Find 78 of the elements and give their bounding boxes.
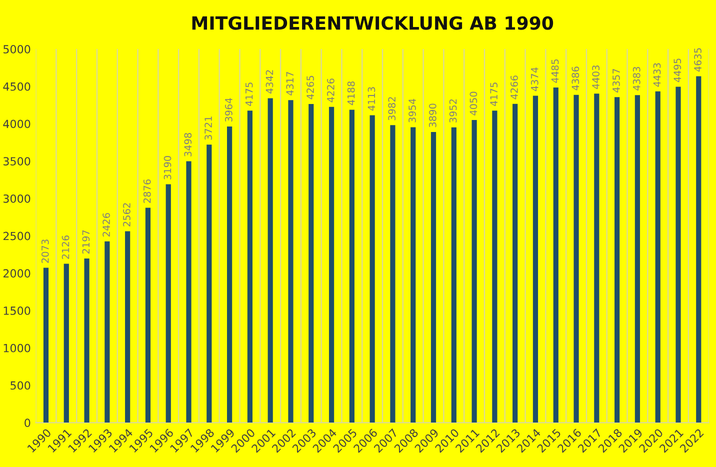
bar	[574, 94, 579, 423]
data-label: 4386	[572, 66, 580, 90]
bar	[349, 110, 354, 423]
bar	[186, 161, 192, 423]
bar	[84, 258, 90, 423]
bar	[370, 115, 375, 423]
y-tick-label: 2500	[3, 232, 30, 240]
bar	[64, 264, 69, 423]
y-tick-label: 3000	[4, 194, 30, 203]
data-label: 4374	[530, 67, 538, 92]
bar	[268, 98, 273, 423]
bar	[634, 95, 640, 423]
data-label: 4342	[266, 70, 274, 94]
bar	[410, 127, 416, 423]
data-label: 4433	[653, 63, 661, 87]
y-tick-label: 5000	[4, 45, 30, 54]
data-label: 2876	[143, 179, 151, 203]
data-label: 2073	[41, 240, 49, 263]
data-label: 4188	[347, 81, 355, 106]
bar	[390, 125, 396, 423]
data-label: 4265	[306, 76, 314, 100]
data-label: 3982	[388, 97, 396, 120]
y-tick-label: 3500	[4, 157, 30, 166]
bar	[166, 184, 171, 423]
data-label: 4317	[286, 72, 294, 96]
data-label: 4113	[368, 87, 376, 111]
data-label: 3721	[204, 116, 212, 140]
y-tick-label: 1500	[4, 306, 30, 315]
data-label: 2126	[62, 235, 70, 259]
bar	[206, 144, 212, 423]
data-label: 3964	[225, 98, 232, 122]
data-label: 3498	[184, 133, 192, 156]
bar	[472, 120, 477, 423]
data-label: 4266	[510, 76, 518, 100]
bar	[227, 126, 232, 423]
data-label: 4175	[490, 82, 498, 106]
y-tick-label: 2000	[3, 269, 30, 278]
data-label: 4485	[551, 59, 559, 83]
bar	[43, 268, 49, 423]
bar	[125, 231, 130, 423]
chart-title: MITGLIEDERENTWICKLUNG AB 1990	[192, 16, 554, 30]
y-tick-label: 4500	[3, 82, 30, 91]
bar	[676, 86, 681, 423]
data-label: 4403	[592, 66, 600, 89]
bar	[328, 106, 334, 423]
bar	[247, 110, 252, 423]
data-label: 4175	[246, 82, 253, 106]
data-label: 3190	[164, 156, 172, 180]
bar	[512, 104, 518, 423]
data-label: 4050	[470, 92, 478, 116]
bar	[532, 96, 538, 423]
bar	[288, 100, 294, 423]
data-label: 2562	[123, 203, 130, 226]
bar	[451, 127, 456, 423]
bar	[614, 97, 620, 423]
data-label: 3952	[449, 99, 457, 122]
data-label: 4635	[694, 48, 702, 72]
y-tick-label: 1000	[4, 344, 30, 352]
data-label: 4383	[632, 67, 640, 90]
bar	[492, 110, 498, 423]
bar	[553, 88, 558, 423]
data-label: 4357	[612, 69, 620, 92]
data-label: 4495	[674, 58, 682, 82]
y-tick-label: 0	[24, 418, 30, 428]
data-label: 2197	[82, 230, 90, 254]
data-label: 4226	[326, 78, 334, 102]
bar	[145, 208, 151, 423]
y-tick-label: 4000	[3, 120, 30, 128]
data-label: 2426	[102, 213, 110, 236]
bar	[696, 76, 702, 423]
data-label: 3954	[408, 98, 416, 122]
bar	[594, 94, 600, 423]
bar	[430, 132, 436, 423]
y-tick-label: 500	[10, 381, 30, 390]
bar	[104, 241, 110, 423]
bar	[655, 91, 660, 423]
data-label: 3890	[428, 104, 436, 128]
bar	[308, 104, 314, 423]
